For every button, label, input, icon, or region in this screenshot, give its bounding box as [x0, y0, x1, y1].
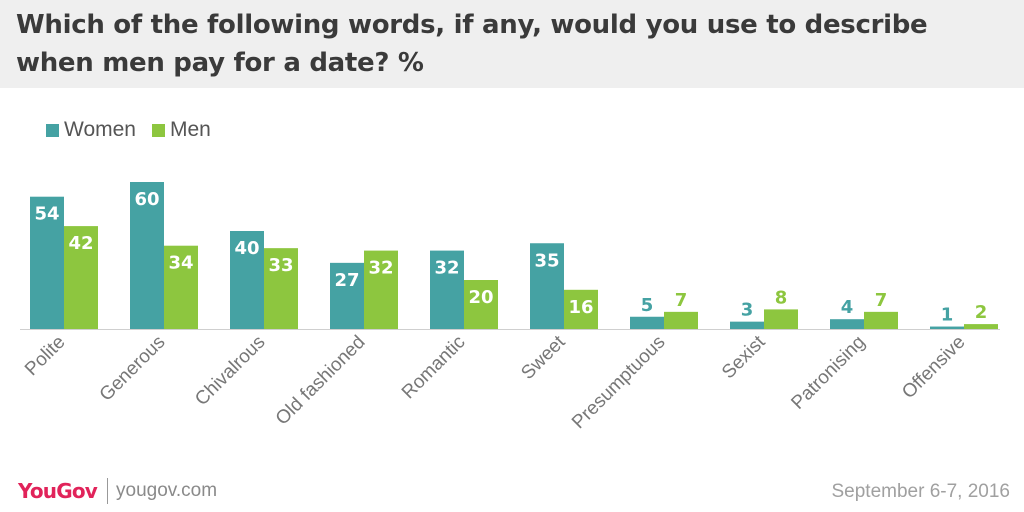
value-label-women-presumptuous: 5 — [641, 295, 654, 316]
x-tick-label-polite: Polite — [21, 332, 69, 380]
value-label-men-generous: 34 — [168, 253, 193, 274]
survey-date: September 6-7, 2016 — [831, 481, 1010, 502]
x-tick-label-chivalrous: Chivalrous — [191, 332, 269, 410]
bar-men-old-fashioned — [364, 250, 398, 329]
value-label-men-sweet: 16 — [568, 297, 593, 318]
legend-swatch-men — [151, 123, 165, 137]
x-tick-label-generous: Generous — [96, 332, 170, 406]
chart-title: Which of the following words, if any, wo… — [16, 10, 928, 78]
yougov-logo: YouGov — [18, 479, 98, 503]
bar-men-polite — [64, 226, 98, 329]
x-tick-label-sexist: Sexist — [718, 331, 770, 383]
bar-men-offensive — [964, 324, 998, 329]
value-label-women-patronising: 4 — [841, 297, 854, 318]
x-tick-label-patronising: Patronising — [787, 332, 869, 414]
value-label-men-sexist: 8 — [775, 287, 788, 308]
x-tick-label-sweet: Sweet — [517, 331, 570, 384]
footer-brand: YouGov yougov.com — [18, 478, 217, 504]
header-band: Which of the following words, if any, wo… — [0, 0, 1024, 88]
x-tick-label-presumptuous: Presumptuous — [568, 332, 669, 433]
value-label-men-chivalrous: 33 — [268, 255, 293, 276]
bar-women-romantic — [430, 250, 464, 329]
legend-label-women: Women — [64, 118, 136, 141]
bar-women-presumptuous — [630, 316, 664, 329]
value-label-women-sexist: 3 — [741, 300, 754, 321]
bar-chart: 5442Polite6034Generous4033Chivalrous2732… — [20, 182, 1000, 433]
site-link[interactable]: yougov.com — [116, 480, 218, 501]
legend-item-women: Women — [46, 118, 136, 142]
bar-men-presumptuous — [664, 311, 698, 329]
bar-women-sexist — [730, 321, 764, 329]
value-label-women-sweet: 35 — [534, 250, 559, 271]
bar-women-sweet — [530, 243, 564, 329]
value-label-men-presumptuous: 7 — [675, 290, 688, 311]
x-tick-label-offensive: Offensive — [898, 332, 969, 403]
footer-divider — [107, 478, 109, 504]
value-label-women-chivalrous: 40 — [234, 238, 259, 259]
x-tick-label-old-fashioned: Old fashioned — [272, 332, 370, 430]
legend-swatch-women — [46, 123, 59, 137]
x-tick-label-romantic: Romantic — [398, 332, 470, 404]
value-label-men-polite: 42 — [68, 233, 93, 254]
bar-women-generous — [130, 182, 164, 329]
value-label-men-patronising: 7 — [875, 290, 888, 311]
bar-women-polite — [30, 196, 64, 329]
legend-label-men: Men — [169, 118, 211, 141]
legend: Women Men — [46, 118, 227, 142]
bar-women-chivalrous — [230, 231, 264, 329]
bar-men-generous — [164, 245, 198, 329]
bar-men-chivalrous — [264, 248, 298, 329]
value-label-men-old-fashioned: 32 — [368, 258, 393, 279]
value-label-women-generous: 60 — [134, 189, 159, 210]
value-label-women-old-fashioned: 27 — [334, 270, 359, 291]
bar-men-sexist — [764, 309, 798, 329]
bar-men-patronising — [864, 311, 898, 329]
value-label-men-romantic: 20 — [468, 287, 493, 308]
legend-item-men: Men — [151, 118, 211, 142]
value-label-women-romantic: 32 — [434, 258, 459, 279]
value-label-men-offensive: 2 — [975, 302, 988, 323]
value-label-women-polite: 54 — [34, 204, 59, 225]
bar-men-sweet — [564, 289, 598, 329]
bar-women-offensive — [930, 326, 964, 329]
value-label-women-offensive: 1 — [941, 305, 954, 326]
bar-men-romantic — [464, 280, 498, 329]
bar-women-patronising — [830, 319, 864, 329]
bar-women-old-fashioned — [330, 262, 364, 329]
